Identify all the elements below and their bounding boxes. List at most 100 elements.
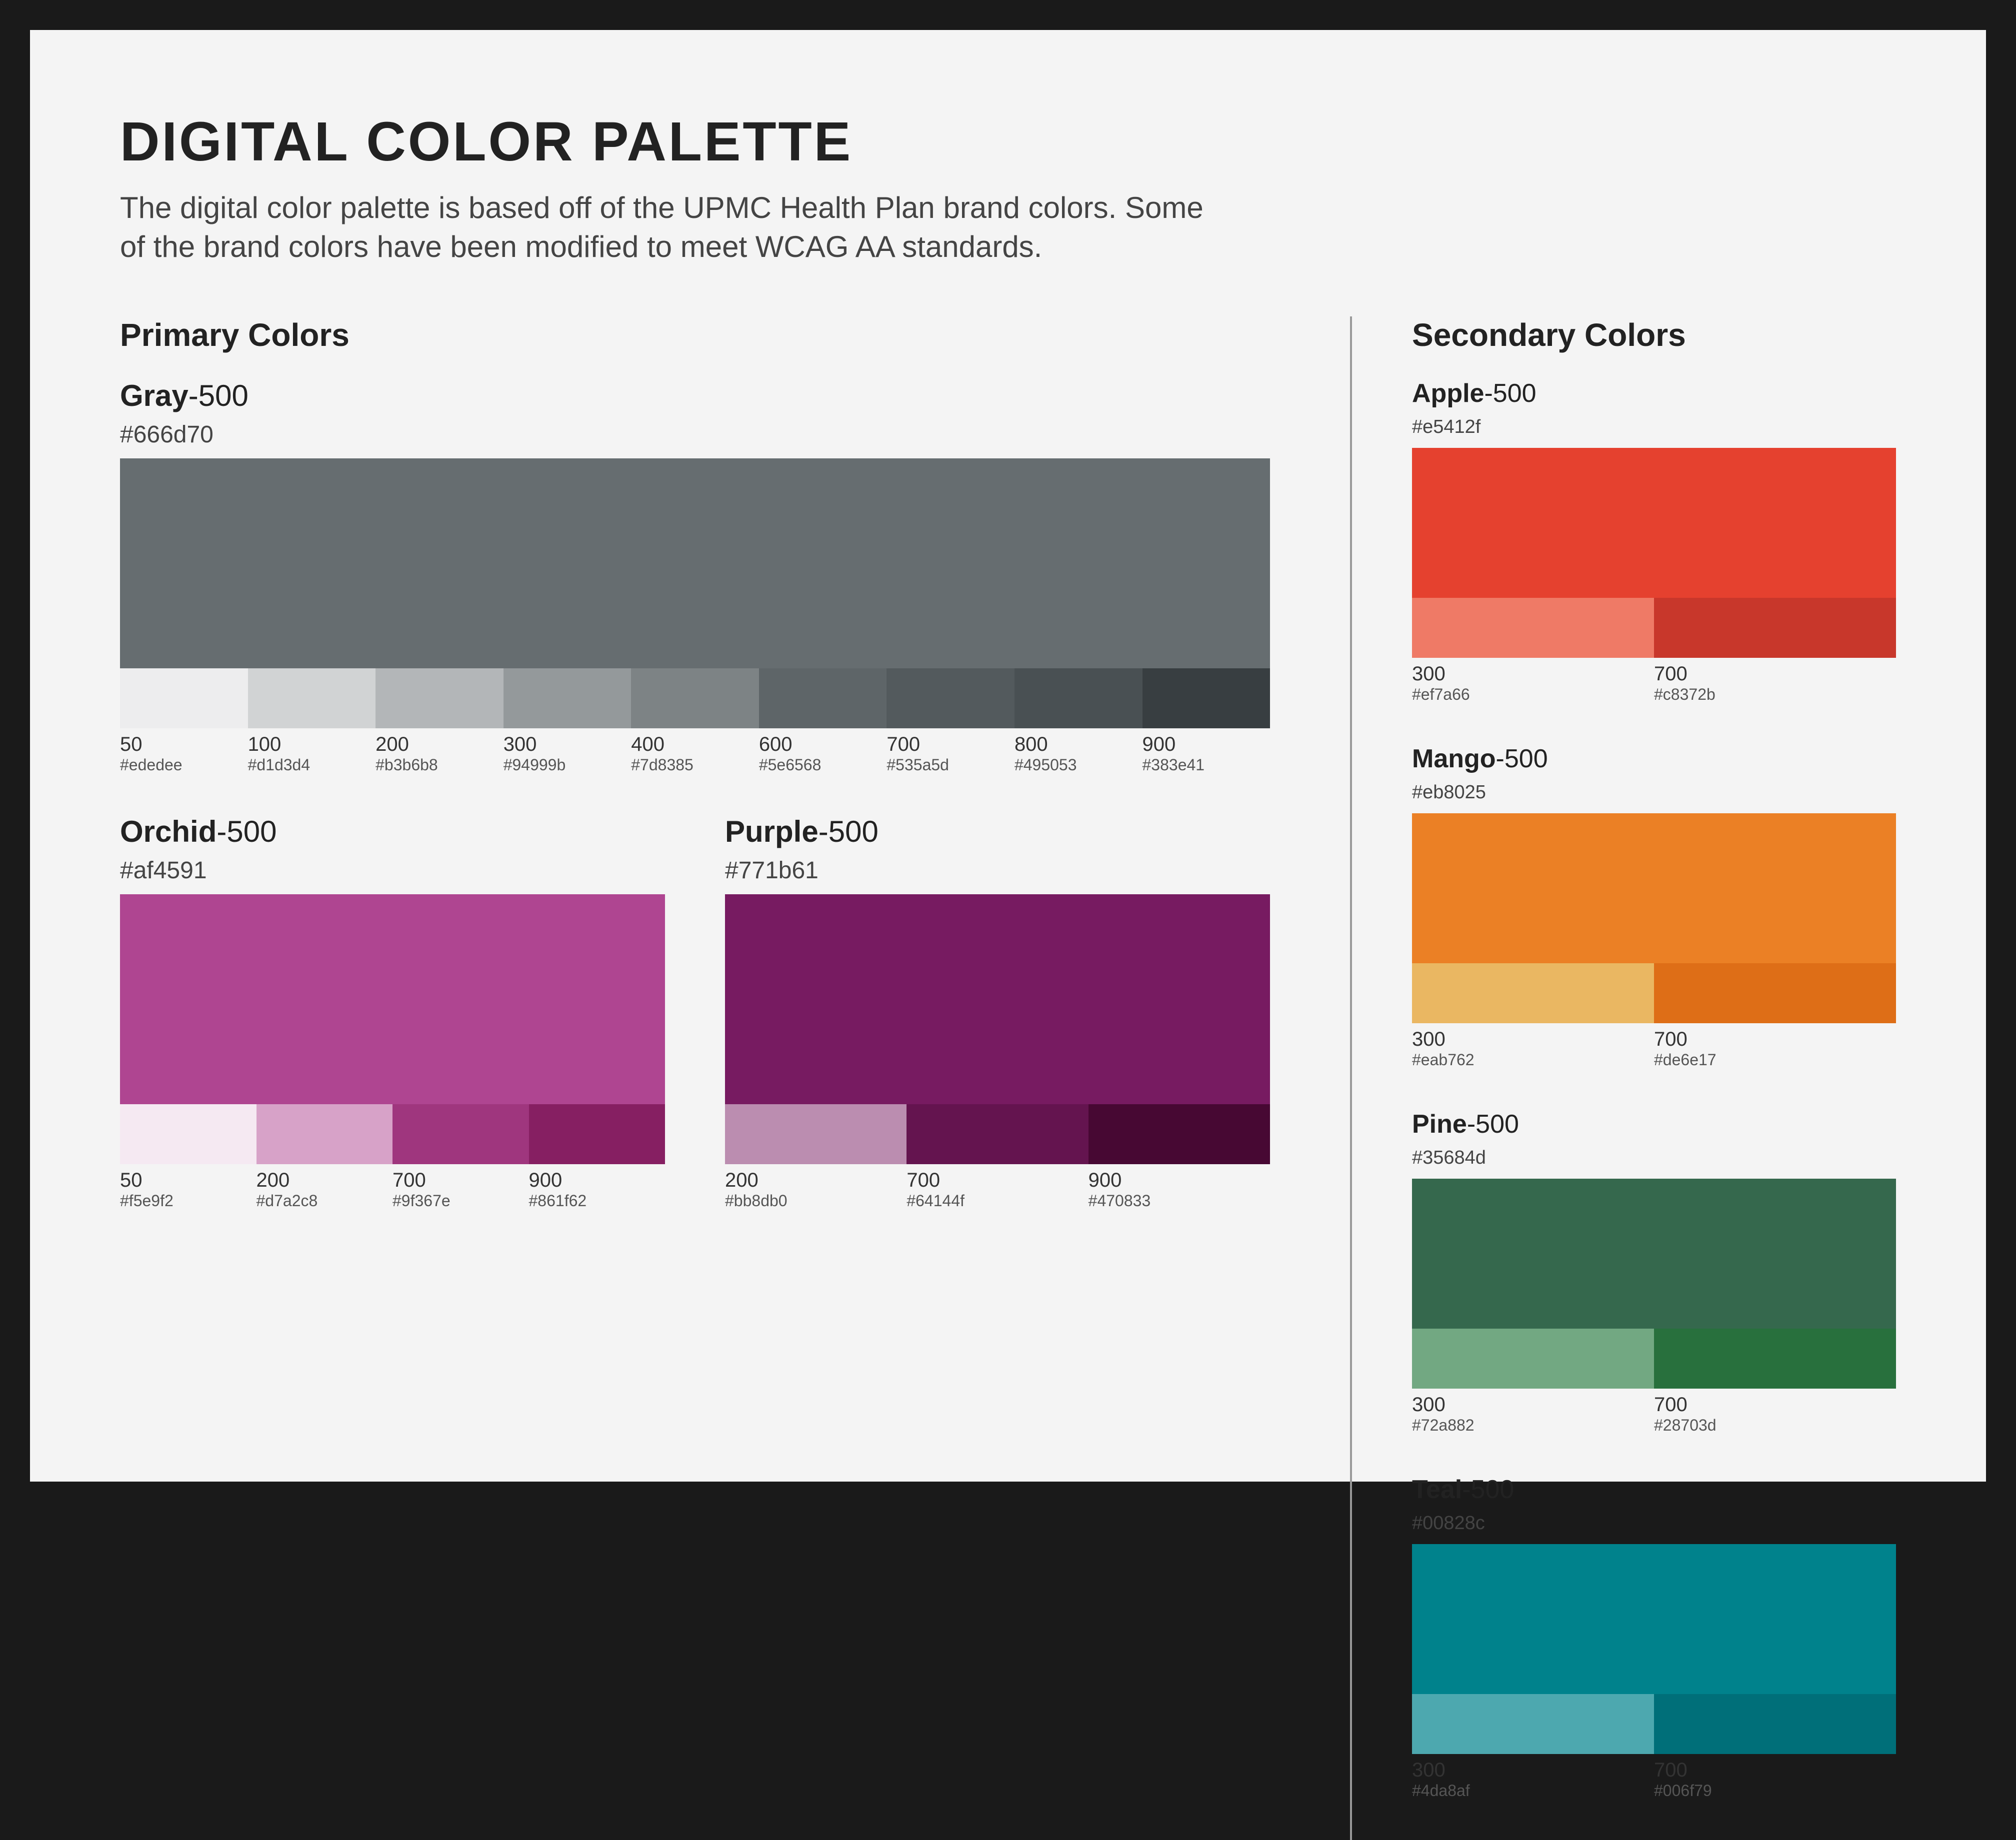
shade-caption: 200 #b3b6b8 (376, 728, 504, 774)
shade-caption: 700 #006f79 (1654, 1754, 1896, 1800)
secondary-section: Secondary Colors Apple-500 #e5412f 300 #ef7… (1350, 316, 1896, 1840)
shade-hex: #d7a2c8 (256, 1192, 318, 1210)
shade-strip (1412, 598, 1896, 658)
shade-hex: #28703d (1654, 1416, 1716, 1434)
shade-hex: #495053 (1014, 756, 1077, 774)
shade-swatch (1412, 963, 1654, 1023)
shade-swatch (886, 668, 1014, 728)
shade-hex: #bb8db0 (725, 1192, 788, 1210)
shade-captions: 300 #72a882 700 #28703d (1412, 1389, 1896, 1435)
palette-name: Apple (1412, 379, 1484, 408)
shade-hex: #de6e17 (1654, 1051, 1716, 1069)
shade-step: 700 (886, 733, 920, 755)
shade-hex: #eab762 (1412, 1051, 1474, 1069)
palette: Mango-500 #eb8025 300 #eab762 700 #de6e17 (1412, 744, 1896, 1069)
secondary-palettes: Apple-500 #e5412f 300 #ef7a66 700 #c8372b Mang… (1412, 378, 1896, 1800)
palette-label: Apple-500 (1412, 378, 1896, 408)
palette: Purple-500 #771b61 200 #bb8db0 700 #64144f 900… (725, 814, 1270, 1210)
palette-hex: #666d70 (120, 421, 214, 448)
shade-step: 900 (528, 1169, 562, 1191)
shade-step: 300 (1412, 663, 1446, 685)
page-body: DIGITAL COLOR PALETTE The digital color … (30, 30, 1986, 1840)
shade-hex: #b3b6b8 (376, 756, 438, 774)
shade-step: 200 (725, 1169, 758, 1191)
shade-caption: 800 #495053 (1014, 728, 1142, 774)
shade-strip (120, 668, 1270, 728)
shade-hex: #f5e9f2 (120, 1192, 174, 1210)
shade-caption: 200 #bb8db0 (725, 1164, 906, 1210)
primary-section: Primary Colors Gray-500 #666d70 50 #ededee 1… (120, 316, 1270, 1840)
palette-label: Purple-500 (725, 814, 1270, 849)
shade-swatch (1412, 1329, 1654, 1389)
shade-strip (1412, 963, 1896, 1023)
section-heading: Secondary Colors (1412, 317, 1686, 353)
shade-step: 200 (376, 733, 409, 755)
palette: Pine-500 #35684d 300 #72a882 700 #28703d (1412, 1109, 1896, 1435)
palette-step: -500 (1484, 379, 1536, 408)
shade-caption: 300 #72a882 (1412, 1389, 1654, 1435)
shade-hex: #006f79 (1654, 1782, 1712, 1800)
palette-step: -500 (818, 815, 878, 848)
palette-step: -500 (1466, 1110, 1519, 1139)
palette-hex: #771b61 (725, 857, 818, 884)
palette-name: Purple (725, 815, 818, 848)
palette-label: Mango-500 (1412, 744, 1896, 774)
palette-hex: #00828c (1412, 1513, 1485, 1534)
primary-palettes: Gray-500 #666d70 50 #ededee 100 #d1d3d4 200 #b3… (120, 378, 1270, 1250)
shade-hex: #9f367e (392, 1192, 450, 1210)
shade-hex: #383e41 (1142, 756, 1205, 774)
shade-step: 800 (1014, 733, 1048, 755)
shade-hex: #ef7a66 (1412, 685, 1470, 703)
shade-step: 600 (758, 733, 792, 755)
palette: Gray-500 #666d70 50 #ededee 100 #d1d3d4 200 #b3… (120, 378, 1270, 774)
shade-caption: 300 #4da8af (1412, 1754, 1654, 1800)
shade-swatch (1654, 598, 1896, 658)
shade-captions: 300 #4da8af 700 #006f79 (1412, 1754, 1896, 1800)
shade-step: 700 (392, 1169, 426, 1191)
shade-caption: 700 #64144f (906, 1164, 1088, 1210)
shade-caption: 700 #9f367e (392, 1164, 529, 1210)
shade-caption: 400 #7d8385 (631, 728, 759, 774)
shade-swatch (248, 668, 376, 728)
columns: Primary Colors Gray-500 #666d70 50 #ededee 1… (120, 316, 1896, 1840)
palette-step: -500 (216, 815, 277, 848)
section-heading: Primary Colors (120, 317, 350, 353)
shade-swatch (1654, 963, 1896, 1023)
palette-step: -500 (1462, 1475, 1514, 1504)
shade-swatch (1654, 1329, 1896, 1389)
shade-step: 700 (1654, 1394, 1688, 1416)
shade-step: 400 (631, 733, 664, 755)
shade-step: 300 (503, 733, 537, 755)
shade-caption: 50 #f5e9f2 (120, 1164, 256, 1210)
shade-swatch (1014, 668, 1142, 728)
shade-hex: #d1d3d4 (248, 756, 310, 774)
shade-caption: 300 #ef7a66 (1412, 658, 1654, 704)
palette-name: Gray (120, 379, 188, 412)
palette-name: Mango (1412, 744, 1496, 773)
palette-label: Orchid-500 (120, 814, 665, 849)
palette: Teal-500 #00828c 300 #4da8af 700 #006f79 (1412, 1475, 1896, 1800)
shade-caption: 700 #535a5d (886, 728, 1014, 774)
shade-caption: 300 #94999b (504, 728, 632, 774)
shade-captions: 50 #f5e9f2 200 #d7a2c8 700 #9f367e 900 #861f62 (120, 1164, 665, 1210)
palette-hex: #e5412f (1412, 416, 1481, 437)
shade-swatch (503, 668, 632, 728)
palette-name: Orchid (120, 815, 217, 848)
palette-step: -500 (188, 379, 248, 412)
shade-hex: #7d8385 (631, 756, 694, 774)
palette-name: Teal (1412, 1475, 1462, 1504)
palette-row: Orchid-500 #af4591 50 #f5e9f2 200 #d7a2c8 700 #… (120, 814, 1270, 1250)
shade-step: 200 (256, 1169, 290, 1191)
shade-swatch (120, 1104, 256, 1164)
palette-step: -500 (1496, 744, 1548, 773)
swatch-main (1412, 448, 1896, 598)
shade-strip (120, 1104, 665, 1164)
shade-step: 700 (1654, 1759, 1688, 1781)
palette-label: Pine-500 (1412, 1109, 1896, 1139)
shade-caption: 200 #d7a2c8 (256, 1164, 393, 1210)
shade-caption: 600 #5e6568 (759, 728, 887, 774)
shade-strip (725, 1104, 1270, 1164)
shade-swatch (256, 1104, 392, 1164)
shade-step: 700 (1654, 1028, 1688, 1050)
shade-hex: #c8372b (1654, 685, 1716, 703)
